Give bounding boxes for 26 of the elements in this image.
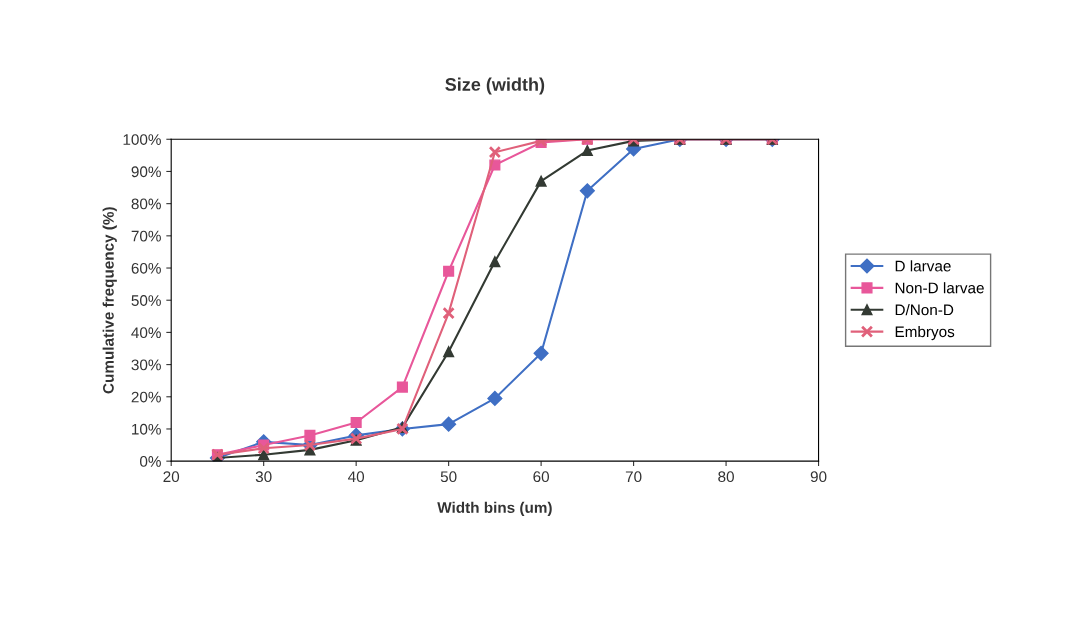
y-axis-title: Cumulative frequency (%) bbox=[102, 207, 117, 394]
legend-label: Embryos bbox=[895, 325, 955, 341]
x-axis-title: Width bins (um) bbox=[437, 501, 552, 517]
y-tick-label: 80% bbox=[131, 198, 161, 210]
legend-label: D larvae bbox=[895, 260, 951, 272]
x-tick-label: 60 bbox=[533, 471, 550, 483]
y-tick-label: 90% bbox=[131, 166, 161, 178]
chart-title: Size (width) bbox=[445, 77, 545, 95]
y-tick-label: 50% bbox=[131, 295, 161, 306]
y-tick-label: 100% bbox=[123, 134, 161, 145]
x-tick-label: 50 bbox=[440, 471, 457, 483]
x-tick-label: 80 bbox=[718, 471, 734, 483]
x-tick-label: 40 bbox=[348, 471, 365, 483]
x-tick-label: 90 bbox=[810, 471, 827, 483]
x-tick-label: 30 bbox=[255, 471, 272, 483]
x-tick-label: 20 bbox=[163, 471, 180, 483]
legend-label: D/Non-D bbox=[895, 304, 954, 316]
y-tick-label: 60% bbox=[131, 262, 161, 274]
legend-label: Non-D larvae bbox=[895, 282, 984, 294]
y-tick-label: 30% bbox=[131, 359, 161, 371]
x-tick-label: 70 bbox=[625, 471, 642, 483]
y-tick-label: 10% bbox=[132, 423, 161, 435]
y-tick-label: 40% bbox=[131, 327, 161, 339]
y-tick-label: 20% bbox=[131, 391, 161, 403]
y-tick-label: 0% bbox=[139, 456, 161, 467]
y-tick-label: 70% bbox=[131, 230, 161, 242]
